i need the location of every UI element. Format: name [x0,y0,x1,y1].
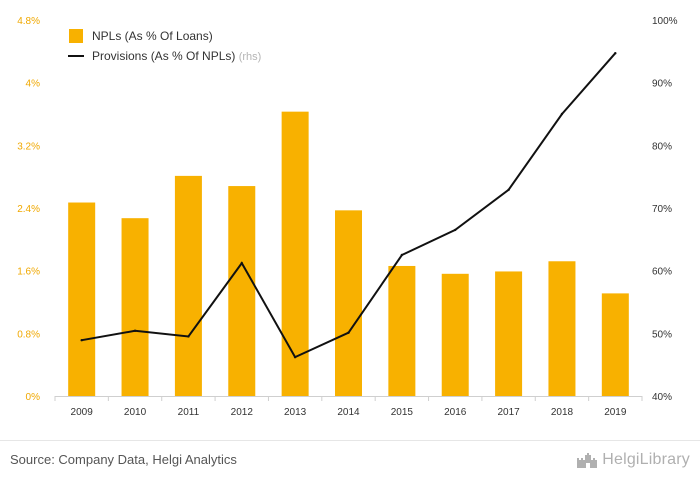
bar-npls-2019 [601,293,629,396]
point-provisions-2015 [400,253,404,257]
chart: 2009 2010 2011 2012 2013 2014 2015 2016 2017 2018… [17,16,677,418]
left-axis-tick-label: 4% [26,79,41,90]
point-provisions-2018 [560,112,564,116]
right-axis-tick-label: 40% [652,392,672,403]
point-provisions-2012 [240,261,243,265]
left-axis-tick-label: 3.2% [17,141,40,152]
bar-npls-2011 [174,175,202,396]
bar-npls-2015 [388,265,416,396]
point-provisions-2019 [614,52,617,55]
source-note: Source: Company Data, Helgi Analytics [10,452,237,467]
legend-label-npls: NPLs (As % Of Loans) [92,29,213,43]
right-axis-tick-label: 80% [652,141,672,152]
bar-npls-2012 [228,186,256,396]
left-axis-tick-label: 1.6% [17,267,40,278]
castle-icon [577,453,598,468]
bar-npls-2016 [441,273,469,396]
right-axis-tick-label: 100% [652,16,678,27]
brand-logo[interactable]: HelgiLibrary [576,449,690,471]
legend-label-provisions: Provisions (As % Of NPLs) (rhs) [92,49,261,63]
legend-label-provisions-name: Provisions (As % Of NPLs) [92,49,235,63]
bar-series [68,111,629,397]
point-provisions-2010 [133,329,137,333]
brand-name: HelgiLibrary [602,451,690,468]
x-tick-label: 2019 [604,407,627,418]
right-axis-tick-label: 60% [652,267,672,278]
left-axis-tick-label: 2.4% [17,204,40,215]
legend: NPLs (As % Of Loans) Provisions (As % Of… [68,29,261,63]
right-axis-tick-label: 70% [652,204,672,215]
point-provisions-2011 [187,335,190,338]
left-axis-tick-label: 0.8% [17,329,40,340]
x-tick-label: 2014 [337,407,360,418]
point-provisions-2013 [293,355,297,359]
x-tick-label: 2010 [124,407,147,418]
x-tick-label: 2016 [444,407,467,418]
x-tick-label: 2011 [178,407,200,418]
left-axis-tick-label: 4.8% [17,16,40,27]
x-tick-label: 2018 [551,407,574,418]
bar-npls-2009 [68,202,96,396]
line-series [80,52,617,359]
legend-label-rhs: (rhs) [239,51,262,63]
legend-swatch-npls [69,29,83,43]
x-tick-label: 2015 [391,407,414,418]
bar-npls-2010 [121,218,149,396]
bar-npls-2017 [495,271,523,396]
point-provisions-2017 [507,188,510,192]
right-axis-tick-label: 90% [652,79,672,90]
right-axis-tick-label: 50% [652,329,672,340]
axes: 2009 2010 2011 2012 2013 2014 2015 2016 2017 2018… [17,16,677,418]
bar-npls-2014 [335,210,362,396]
bar-npls-2013 [281,111,309,397]
point-provisions-2009 [80,339,83,342]
left-axis-tick-label: 0% [26,392,41,403]
x-tick-label: 2013 [284,407,307,418]
point-provisions-2014 [347,331,350,334]
point-provisions-2016 [454,228,457,232]
footer: Source: Company Data, Helgi Analytics He… [0,440,700,484]
chart-svg: 2009 2010 2011 2012 2013 2014 2015 2016 2017 2018… [17,16,677,418]
x-tick-label: 2017 [497,407,520,418]
bar-npls-2018 [548,261,576,396]
x-tick-label: 2012 [231,407,254,418]
x-tick-label: 2009 [71,407,94,418]
